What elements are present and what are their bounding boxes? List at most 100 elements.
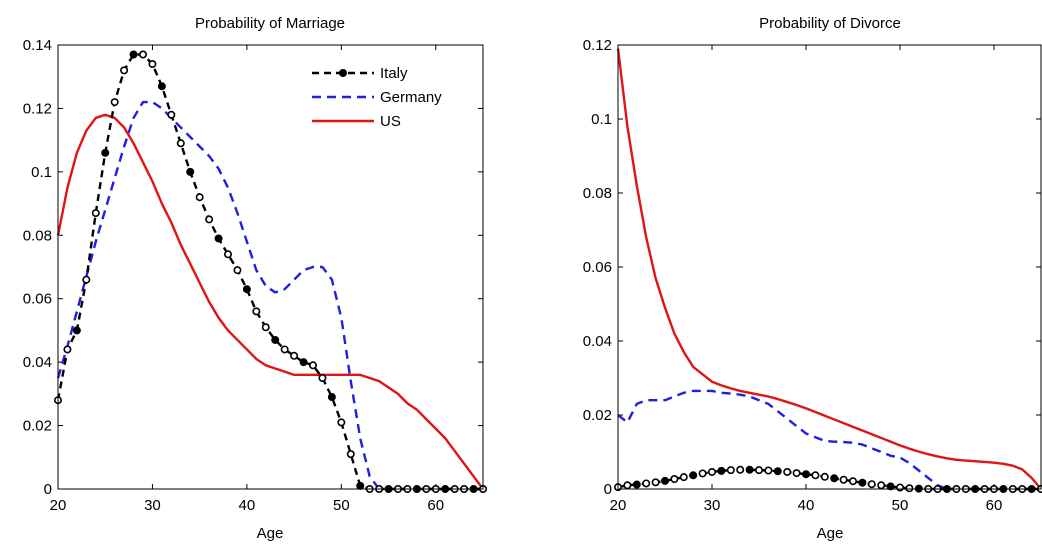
marriage-ytick-label: 0.04 [23, 354, 52, 371]
divorce-italy-point [642, 479, 651, 488]
marriage-chart-title: Probability of Marriage [195, 15, 345, 32]
marriage-italy-point [327, 393, 336, 402]
divorce-italy-point [736, 465, 745, 474]
divorce-italy-point [830, 474, 839, 483]
divorce-italy-point [895, 483, 904, 492]
divorce-ytick-label: 0.1 [591, 111, 612, 128]
divorce-italy-point [632, 480, 641, 489]
marriage-ytick-label: 0.1 [31, 164, 52, 181]
divorce-chart-title: Probability of Divorce [759, 15, 901, 32]
marriage-ytick-label: 0.08 [23, 227, 52, 244]
divorce-ytick-label: 0.08 [583, 185, 612, 202]
marriage-italy-point [224, 250, 233, 259]
marriage-italy-point [271, 335, 280, 344]
divorce-ytick-label: 0.06 [583, 259, 612, 276]
divorce-italy-point [623, 481, 632, 490]
marriage-italy-point [337, 418, 346, 427]
marriage-chart-series [53, 50, 487, 493]
divorce-italy-point [773, 467, 782, 476]
divorce-ytick-label: 0.04 [583, 333, 612, 350]
divorce-italy-point [801, 470, 810, 479]
legend-label-germany: Germany [380, 89, 442, 106]
marriage-italy-point [139, 50, 148, 59]
marriage-series-line-germany [56, 100, 483, 491]
divorce-xtick-label: 50 [892, 497, 909, 514]
divorce-xtick-label: 20 [610, 497, 627, 514]
marriage-italy-point [91, 209, 100, 218]
marriage-xtick-label: 30 [144, 497, 161, 514]
legend-label-us: US [380, 113, 401, 130]
marriage-italy-point [63, 345, 72, 354]
marriage-ytick-label: 0.06 [23, 291, 52, 308]
divorce-xtick-label: 40 [798, 497, 815, 514]
marriage-chart-xlabel: Age [257, 525, 284, 542]
marriage-italy-point [356, 481, 365, 490]
divorce-chart: Probability of Divorce Age 20 30 40 50 60 0 0.… [583, 15, 1042, 542]
marriage-italy-point [148, 60, 157, 69]
marriage-chart-frame [57, 44, 484, 490]
legend-marker-italy [338, 69, 347, 78]
divorce-chart-ticks: 20 30 40 50 60 0 0.02 0.04 0.06 0.08 0.1 0.12 [583, 37, 1041, 514]
divorce-italy-point [726, 466, 735, 475]
divorce-ytick-label: 0 [604, 481, 612, 498]
divorce-italy-point [783, 467, 792, 476]
marriage-italy-point [186, 167, 195, 176]
marriage-italy-point [299, 358, 308, 367]
marriage-italy-point [290, 351, 299, 360]
divorce-italy-point [839, 475, 848, 484]
divorce-italy-point [820, 472, 829, 481]
divorce-italy-point [679, 473, 688, 482]
divorce-italy-point [867, 480, 876, 489]
marriage-italy-point [346, 450, 355, 459]
marriage-italy-point [195, 193, 204, 202]
divorce-italy-point [670, 475, 679, 484]
divorce-xtick-label: 60 [986, 497, 1003, 514]
divorce-chart-series [613, 48, 1042, 493]
marriage-italy-point [157, 82, 166, 91]
marriage-italy-point [120, 66, 129, 75]
divorce-italy-point [764, 466, 773, 475]
marriage-italy-point [110, 98, 119, 107]
marriage-ytick-label: 0.12 [23, 100, 52, 117]
marriage-italy-point [101, 148, 110, 157]
marriage-chart-legend: Italy Germany US [312, 65, 442, 130]
marriage-italy-point [280, 345, 289, 354]
legend-label-italy: Italy [380, 65, 408, 82]
marriage-italy-point [242, 285, 251, 294]
marriage-italy-point [233, 266, 242, 275]
marriage-xtick-label: 40 [239, 497, 256, 514]
divorce-italy-point [848, 477, 857, 486]
marriage-italy-point [167, 110, 176, 119]
divorce-italy-point [707, 467, 716, 476]
marriage-italy-point [72, 326, 81, 335]
marriage-italy-point [205, 215, 214, 224]
divorce-italy-point [792, 469, 801, 478]
marriage-chart: Probability of Marriage Age 20 30 40 50 60 0 0… [23, 15, 487, 542]
divorce-italy-point [717, 466, 726, 475]
divorce-italy-point [877, 481, 886, 490]
divorce-italy-point [651, 478, 660, 487]
marriage-italy-point [129, 50, 138, 59]
marriage-italy-point [176, 139, 185, 148]
marriage-ytick-label: 0 [44, 481, 52, 498]
marriage-xtick-label: 20 [50, 497, 67, 514]
marriage-italy-point [318, 373, 327, 382]
marriage-italy-point [308, 361, 317, 370]
divorce-italy-point [754, 466, 763, 475]
marriage-series-line-us [56, 113, 484, 490]
divorce-italy-point [905, 484, 914, 493]
marriage-chart-ticks: 20 30 40 50 60 0 0.02 0.04 0.06 0.08 0.1 0.12 0.14 [23, 37, 483, 514]
divorce-italy-point [698, 469, 707, 478]
marriage-italy-point [261, 323, 270, 332]
marriage-ytick-label: 0.14 [23, 37, 52, 54]
divorce-italy-point [689, 471, 698, 480]
divorce-italy-point [745, 465, 754, 474]
marriage-italy-point [214, 234, 223, 243]
divorce-chart-xlabel: Age [817, 525, 844, 542]
divorce-italy-point [811, 471, 820, 480]
divorce-ytick-label: 0.12 [583, 37, 612, 54]
marriage-ytick-label: 0.02 [23, 418, 52, 435]
marriage-xtick-label: 50 [333, 497, 350, 514]
divorce-series-line-us [616, 48, 1042, 490]
